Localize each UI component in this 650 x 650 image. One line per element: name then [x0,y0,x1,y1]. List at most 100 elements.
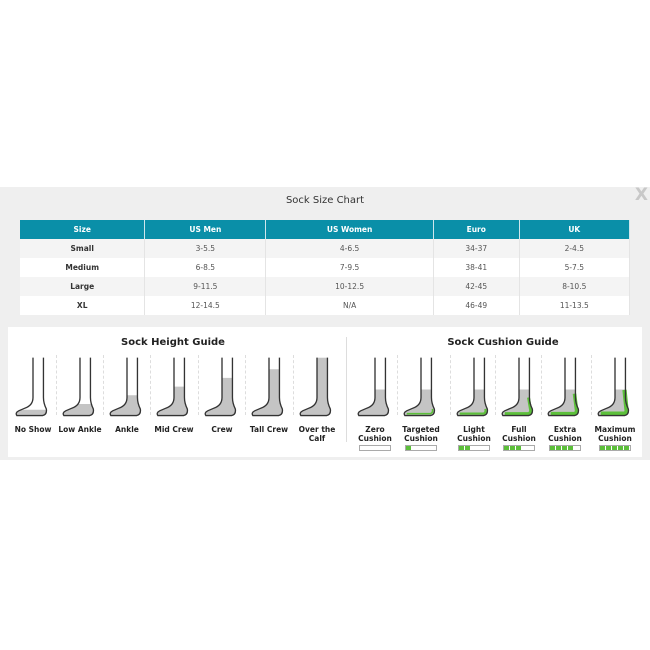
cushion-label: Zero Cushion [358,425,392,443]
cushion-level-segment [522,446,528,450]
sock-icon [501,357,534,417]
height-label: Crew [211,425,233,434]
column-header: Size [20,220,146,239]
cushion-level-segment [483,446,489,450]
cushion-level-segment [372,446,378,450]
separator [103,355,104,415]
table-cell: 46-49 [433,296,520,315]
height-option: Ankle [104,355,150,434]
cushion-level-segment [406,446,412,450]
cushion-label: Full Cushion [502,425,536,443]
cushion-level-segment [477,446,483,450]
separator [198,355,199,415]
sock-icon [357,357,390,417]
cushion-level-segment [360,446,366,450]
height-label: Over the Calf [298,425,336,443]
separator [150,355,151,415]
cushion-level-segment [612,446,618,450]
height-label: No Show [14,425,52,434]
cushion-label: Extra Cushion [548,425,582,443]
cushion-level-segment [465,446,471,450]
table-cell: 3-5.5 [144,239,267,258]
cushion-option: Full Cushion [496,355,542,451]
height-label: Mid Crew [154,425,194,434]
table-cell: 38-41 [433,258,520,277]
column-header: UK [519,220,631,239]
table-cell: 9-11.5 [144,277,267,296]
separator [450,355,451,415]
sock-icon [109,357,142,417]
size-cell: Small [20,239,146,258]
cushion-level-segment [412,446,418,450]
table-cell: 6-8.5 [144,258,267,277]
separator [56,355,57,415]
cushion-level-segment [378,446,384,450]
cushion-level-segment [430,446,436,450]
table-cell: 42-45 [433,277,520,296]
separator [495,355,496,415]
table-cell: 12-14.5 [144,296,267,315]
table-cell: N/A [265,296,434,315]
cushion-guide-title: Sock Cushion Guide [447,337,559,348]
height-option: Tall Crew [246,355,292,434]
modal-title: Sock Size Chart [285,195,365,206]
cushion-level-segment [510,446,516,450]
table-cell: 2-4.5 [519,239,631,258]
cushion-level-segment [459,446,465,450]
cushion-option: Extra Cushion [542,355,588,451]
cushion-level-segment [528,446,534,450]
cushion-level-segment [550,446,556,450]
cushion-level-segment [366,446,372,450]
cushion-level-segment [424,446,430,450]
height-label: Low Ankle [58,425,102,434]
cushion-level-bar [549,445,581,451]
guides-panel: Sock Height Guide Sock Cushion Guide No … [8,327,642,457]
cushion-option: Light Cushion [451,355,497,451]
cushion-level-segment [516,446,522,450]
table-cell: 5-7.5 [519,258,631,277]
sock-icon [456,357,489,417]
size-cell: Medium [20,258,146,277]
cushion-level-segment [384,446,390,450]
cushion-level-segment [504,446,510,450]
cushion-option: Maximum Cushion [592,355,638,451]
cushion-label: Maximum Cushion [594,425,636,443]
height-label: Ankle [115,425,139,434]
cushion-label: Light Cushion [457,425,491,443]
height-option: Mid Crew [151,355,197,434]
size-chart-modal: Sock Size Chart X Size US Men US Women Euro… [0,185,650,460]
height-option: Over the Calf [294,355,340,443]
table-row: Small 3-5.5 4-6.5 34-37 2-4.5 [20,239,631,258]
table-cell: 8-10.5 [519,277,631,296]
cushion-level-bar [599,445,631,451]
height-option: No Show [10,355,56,434]
table-cell: 4-6.5 [265,239,434,258]
sock-icon [403,357,436,417]
cushion-level-segment [606,446,612,450]
cushion-level-segment [624,446,630,450]
table-row: XL 12-14.5 N/A 46-49 11-13.5 [20,296,631,315]
table-header-row: Size US Men US Women Euro UK [20,220,631,239]
cushion-level-segment [562,446,568,450]
sock-icon [204,357,237,417]
table-cell: 10-12.5 [265,277,434,296]
size-cell: XL [20,296,146,315]
separator [245,355,246,415]
size-cell: Large [20,277,146,296]
cushion-option: Zero Cushion [352,355,398,451]
sock-icon [251,357,284,417]
column-header: US Men [144,220,267,239]
divider [346,337,347,442]
cushion-level-bar [458,445,490,451]
column-header: Euro [433,220,520,239]
close-button[interactable]: X [634,185,648,205]
separator [591,355,592,415]
table-cell: 7-9.5 [265,258,434,277]
height-guide-title: Sock Height Guide [121,337,225,348]
cushion-level-bar [503,445,535,451]
height-option: Low Ankle [57,355,103,434]
column-header: US Women [265,220,434,239]
separator [293,355,294,415]
cushion-label: Targeted Cushion [402,425,440,443]
sock-icon [597,357,630,417]
